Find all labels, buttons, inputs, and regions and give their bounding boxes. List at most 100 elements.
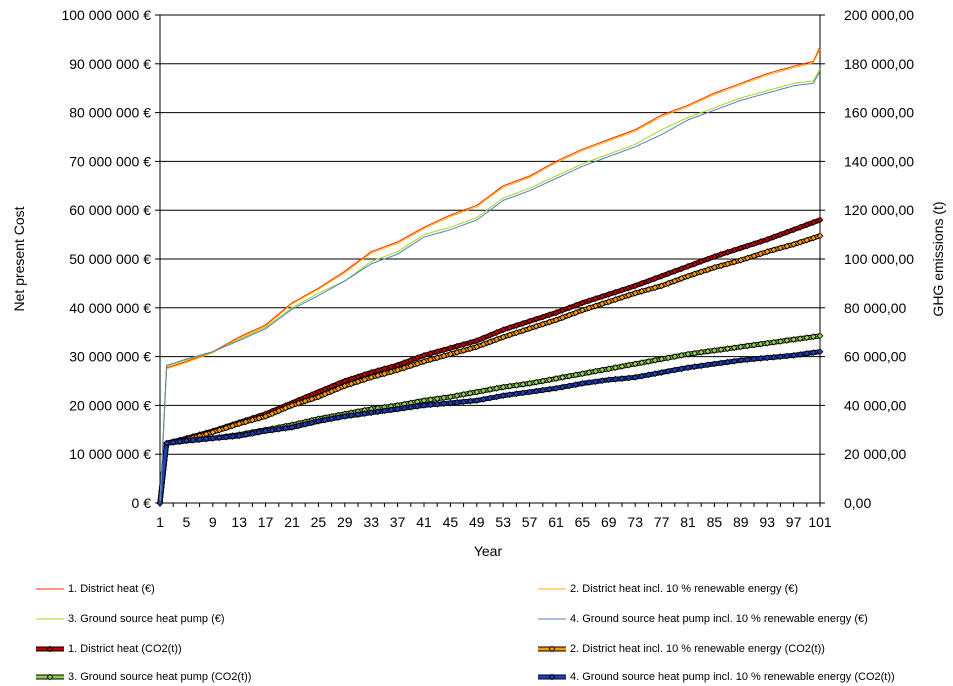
legend-label: 2. District heat incl. 10 % renewable en…	[570, 583, 799, 595]
series-point	[618, 294, 626, 301]
series-point	[249, 430, 256, 437]
series-point	[710, 264, 718, 271]
series-point	[777, 353, 784, 360]
series-point	[354, 378, 362, 386]
series-point	[440, 346, 448, 354]
series-point	[598, 293, 606, 300]
series-point	[770, 353, 778, 361]
series-point	[625, 291, 632, 299]
x-tick-label: 85	[707, 514, 723, 530]
series-point	[447, 399, 454, 407]
legend-label: 4. Ground source heat pump incl. 10 % re…	[570, 613, 868, 625]
series-point	[308, 419, 316, 427]
series-point	[757, 238, 764, 246]
series-point	[684, 272, 692, 280]
series-point	[460, 341, 467, 348]
legend-swatch	[36, 618, 64, 620]
series-point	[486, 331, 494, 339]
series-point	[407, 362, 415, 370]
series-point	[374, 372, 382, 379]
series-point	[783, 352, 791, 360]
series-point	[750, 355, 758, 363]
series-point	[400, 359, 408, 367]
series-point	[770, 338, 778, 346]
series-point	[281, 404, 289, 412]
series-point	[790, 336, 797, 343]
series-point	[532, 315, 540, 323]
series-point	[275, 425, 283, 433]
series-point	[480, 341, 487, 348]
series-point	[757, 355, 764, 362]
series-point	[691, 363, 699, 371]
series-line	[159, 70, 821, 504]
series-point	[677, 275, 685, 282]
series-point	[308, 395, 316, 403]
series-point	[545, 385, 553, 393]
series-point	[506, 331, 514, 339]
left-axis-title: Net present Cost	[11, 206, 27, 311]
series-point	[506, 391, 514, 399]
series-point	[473, 388, 481, 396]
series-point	[803, 236, 811, 244]
legend-item-3: 3. Ground source heat pump (€)	[35, 610, 225, 628]
series-point	[460, 391, 467, 398]
series-point	[526, 380, 533, 387]
series-point	[803, 334, 811, 342]
series-point	[532, 378, 540, 386]
series-point	[777, 231, 784, 238]
series-point	[678, 265, 685, 273]
x-tick-label: 61	[548, 514, 564, 530]
series-point	[816, 232, 824, 240]
series-point	[658, 355, 665, 363]
series-point	[763, 354, 771, 362]
series-point	[519, 380, 527, 388]
series-point	[433, 348, 441, 356]
left-tick-label: 70 000 000 €	[69, 153, 151, 169]
series-point	[394, 361, 401, 369]
series-point	[420, 397, 428, 404]
series-point	[803, 350, 811, 357]
series-point	[545, 311, 553, 319]
series-point	[486, 386, 494, 393]
series-point	[420, 351, 428, 359]
series-point	[512, 390, 520, 398]
series-point	[578, 299, 586, 307]
series-point	[658, 282, 665, 290]
right-tick-label: 40 000,00	[844, 397, 906, 413]
series-point	[572, 301, 580, 309]
x-tick-label: 29	[337, 514, 353, 530]
left-tick-label: 30 000 000 €	[69, 349, 151, 365]
series-point	[354, 373, 362, 381]
legend-swatch	[36, 673, 64, 681]
legend-label: 4. Ground source heat pump incl. 10 % re…	[570, 671, 895, 683]
series-point	[605, 365, 613, 373]
series-point	[790, 351, 798, 359]
series-point	[783, 337, 791, 344]
left-tick-label: 40 000 000 €	[69, 300, 151, 316]
left-tick-label: 90 000 000 €	[69, 56, 151, 72]
series-point	[552, 309, 560, 317]
series-point	[618, 286, 626, 294]
series-point	[348, 375, 355, 383]
series-point	[268, 410, 276, 418]
series-point	[605, 290, 613, 298]
series-point	[645, 286, 652, 293]
series-point	[565, 372, 573, 380]
series-point	[381, 407, 388, 415]
x-tick-label: 13	[231, 514, 247, 530]
series-point	[724, 358, 732, 366]
series-point	[671, 366, 679, 374]
series-point	[743, 356, 751, 364]
left-tick-label: 50 000 000 €	[69, 251, 151, 267]
series-point	[400, 364, 408, 372]
series-point	[605, 298, 613, 306]
series-point	[248, 416, 256, 424]
legend-swatch	[538, 673, 566, 681]
legend-item-5: 1. District heat (CO2(t))	[35, 640, 182, 658]
series-point	[796, 223, 804, 231]
series-point	[704, 361, 712, 369]
series-point	[341, 377, 349, 385]
series-point	[611, 288, 619, 296]
series-point	[612, 364, 619, 371]
series-point	[592, 302, 600, 310]
